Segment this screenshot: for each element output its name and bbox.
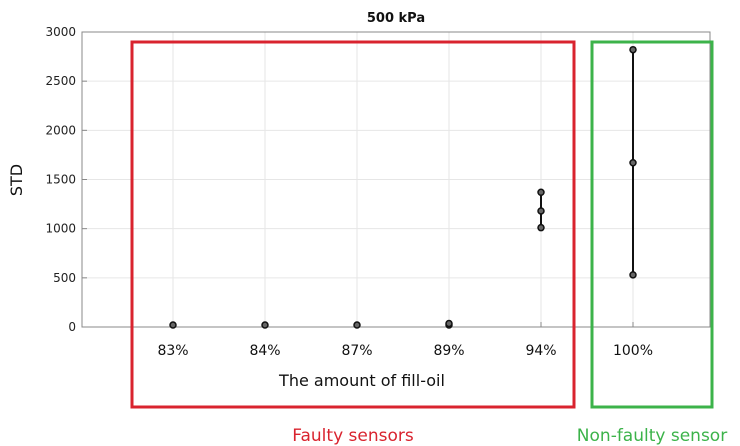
x-tick-label: 94% (525, 343, 556, 359)
group-box (130, 40, 576, 409)
group-label: Non-faulty sensor (577, 426, 727, 446)
x-tick-label: 87% (341, 343, 372, 359)
group-label: Faulty sensors (292, 426, 414, 446)
x-axis: 83% 84% 87% 89% 94% 100% (157, 322, 653, 359)
y-tick-label: 1000 (45, 222, 76, 236)
data-point (629, 271, 637, 279)
y-tick-label: 500 (53, 271, 76, 285)
y-tick-label: 2000 (45, 123, 76, 137)
data-series (169, 45, 637, 329)
y-tick-label: 3000 (45, 25, 76, 39)
chart-title: 500 kPa (367, 11, 425, 26)
x-tick-label: 100% (613, 343, 653, 359)
group-box (590, 40, 714, 409)
data-point (629, 159, 637, 167)
x-tick-label: 84% (249, 343, 280, 359)
data-point (537, 207, 545, 215)
data-point (629, 45, 637, 54)
sensor-groups: Faulty sensors Non-faulty sensor (130, 40, 727, 446)
data-point (353, 321, 361, 329)
y-tick-label: 0 (68, 320, 76, 334)
data-point (537, 188, 545, 197)
x-tick-label: 83% (157, 343, 188, 359)
y-tick-label: 2500 (45, 74, 76, 88)
grid (82, 31, 710, 328)
x-axis-label: The amount of fill-oil (278, 371, 445, 390)
y-tick-label: 1500 (45, 173, 76, 187)
x-tick-label: 89% (433, 343, 464, 359)
data-point (445, 319, 453, 328)
data-point (537, 223, 545, 232)
data-point (169, 321, 177, 329)
y-axis: 0 500 1000 1500 2000 2500 3000 (45, 25, 87, 334)
data-point (261, 321, 269, 329)
y-axis-label: STD (7, 164, 26, 196)
